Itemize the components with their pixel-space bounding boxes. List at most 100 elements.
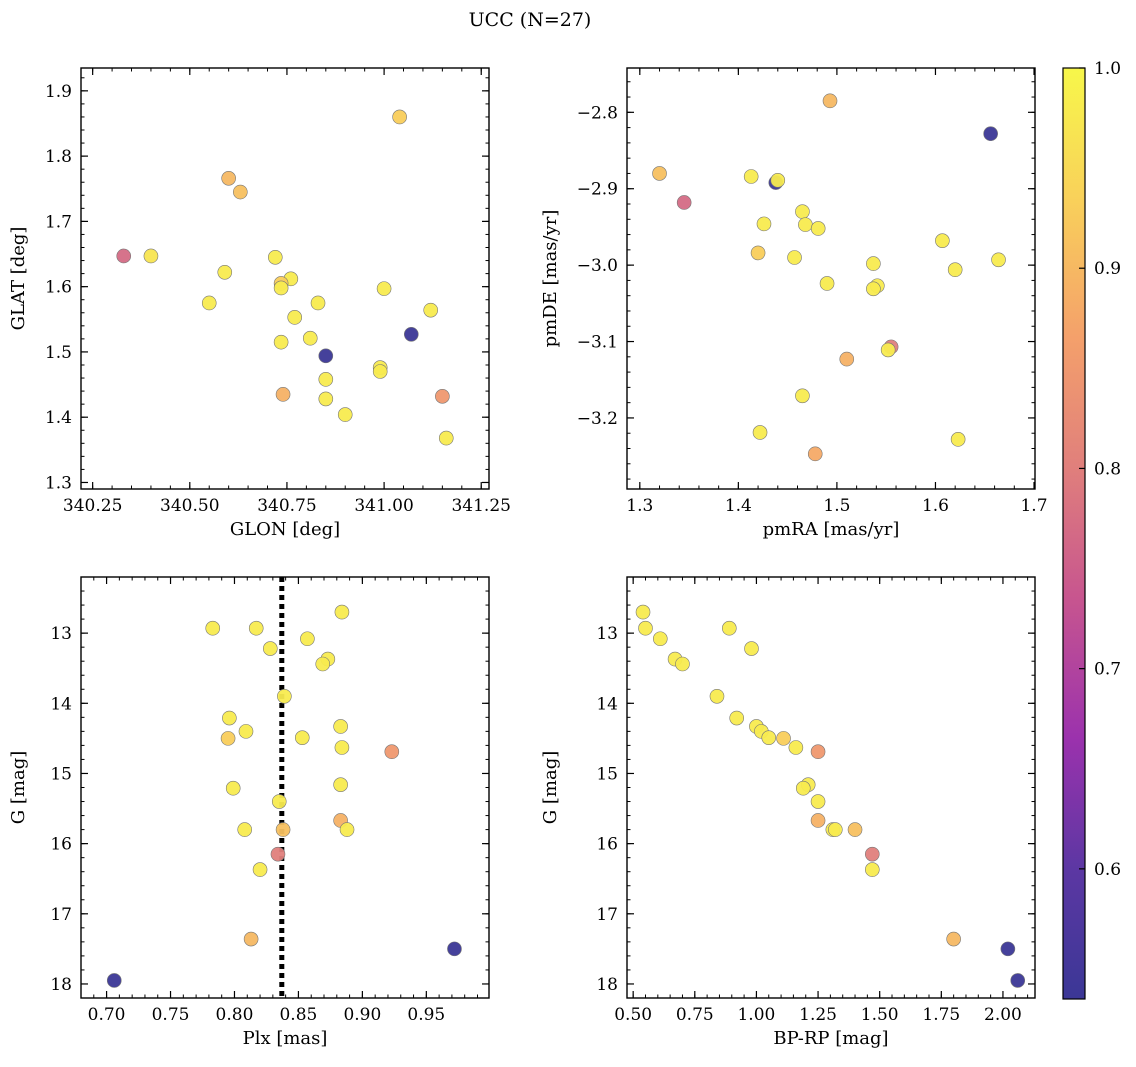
x-tick-label: 0.95 [407,1005,445,1025]
data-point [315,656,331,672]
y-axis-label: G [mag] [8,751,29,824]
data-point [277,688,292,704]
data-point [334,604,350,620]
data-point [950,432,966,447]
y-tick-label: 1.3 [45,473,72,493]
data-point [333,719,348,734]
data-point [243,931,259,947]
y-tick-label: 18 [596,975,618,995]
data-point [798,217,813,232]
y-tick-label: 1.7 [45,212,72,232]
y-tick-label: −3.0 [577,256,618,276]
x-tick-label: 1.25 [799,1005,837,1025]
data-point [866,256,881,271]
data-point [729,710,745,726]
data-point [238,724,254,739]
x-tick-label: 0.75 [152,1005,190,1025]
data-point [267,249,283,265]
data-point [294,730,310,745]
x-tick-label: 1.6 [922,496,949,516]
data-point [372,364,388,379]
y-tick-label: 17 [50,905,72,925]
data-point [310,295,326,311]
data-point [828,822,843,837]
axis-ticks: 340.25 340.50 340.75 341.00 341.25 1.3 1.4 1.5 1… [45,68,511,516]
data-point [810,794,826,809]
data-point [676,195,692,210]
x-tick-label: 2.00 [984,1005,1022,1025]
x-tick-label: 1.50 [861,1005,899,1025]
data-point [252,862,268,877]
data-point [864,862,880,877]
data-point [1010,973,1026,988]
x-tick-label: 1.5 [823,496,850,516]
panel-plx-g: 0.70 0.75 0.80 0.85 0.90 0.95 13 14 15 16 17 18 Plx … [8,576,490,1049]
data-point [1000,941,1016,957]
panel-pmra-pmde: 1.3 1.4 1.5 1.6 1.7 −3.2 −3.1 −3.0 −2.9 −2.8 pmRA … [540,67,1048,540]
y-tick-label: 1.8 [45,147,72,167]
x-tick-label: 1.00 [737,1005,775,1025]
data-point [273,334,289,350]
data-point [866,281,881,297]
data-point [756,216,772,232]
data-point [788,740,804,755]
data-point [318,348,334,364]
data-point [635,604,651,620]
data-point [201,295,217,311]
data-point [822,93,838,109]
data-point [652,166,667,181]
data-point [423,302,439,318]
y-axis-label: GLAT [deg] [8,227,29,331]
data-point [271,794,287,809]
data-point [839,351,855,367]
data-point [287,310,303,325]
y-tick-label: −2.9 [577,180,618,200]
panel-bprp-g: 0.50 0.75 1.00 1.25 1.50 1.75 2.00 13 14 15 16 17 18… [540,576,1036,1049]
y-tick-label: 1.5 [45,343,72,363]
data-point [946,931,961,947]
data-point [807,446,823,462]
x-tick-label: 340.50 [160,496,219,516]
data-point [384,744,400,760]
data-point [275,822,291,837]
x-tick-label: 341.25 [451,496,510,516]
data-point [722,620,737,636]
x-tick-label: 341.00 [354,496,413,516]
scatter-points [652,93,1006,462]
plot-frame [80,67,490,490]
data-point [709,688,725,704]
data-point [302,330,318,346]
y-tick-label: 15 [50,764,72,784]
data-point [222,710,237,726]
x-tick-label: 340.75 [257,496,316,516]
data-point [750,245,766,261]
data-point [339,822,355,837]
data-point [761,730,777,745]
y-tick-label: 1.4 [45,408,72,428]
axis-ticks: 0.70 0.75 0.80 0.85 0.90 0.95 13 14 15 16 17 18 [50,576,489,1025]
data-point [880,342,896,358]
data-point [638,620,653,636]
y-tick-label: 14 [50,694,72,714]
data-point [221,171,236,186]
y-axis-label: G [mag] [540,751,561,824]
data-point [300,631,315,647]
y-tick-label: 16 [596,835,618,855]
data-point [248,620,264,636]
plot-frame [626,576,1036,999]
data-point [752,425,768,440]
x-tick-label: 0.90 [343,1005,381,1025]
data-point [318,391,334,407]
data-point [106,973,122,988]
axis-ticks: 0.50 0.75 1.00 1.25 1.50 1.75 2.00 13 14 15 16 17 18 [596,576,1035,1025]
colorbar-tick-label: 0.9 [1094,259,1121,279]
figure-title: UCC (N=27) [469,9,592,31]
data-point [776,731,791,746]
x-tick-label: 1.7 [1020,496,1047,516]
colorbar-tick-label: 0.6 [1094,860,1121,880]
plot-frame [626,67,1036,490]
colorbar: 0.6 0.7 0.8 0.9 1.0 [1062,59,1121,1000]
data-point [392,109,407,125]
scatter-points [116,109,454,446]
